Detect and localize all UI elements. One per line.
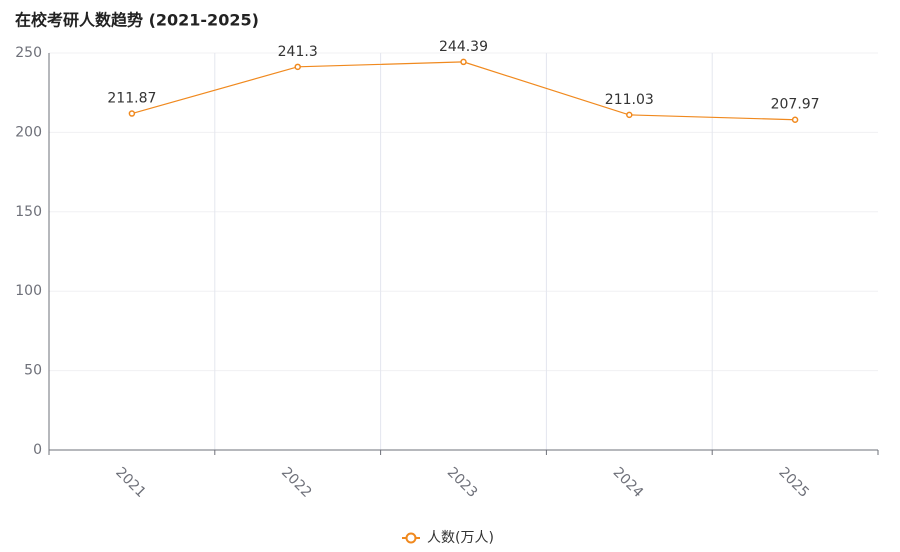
y-tick-label: 0 (33, 442, 42, 458)
chart-title: 在校考研人数趋势 (2021-2025) (15, 11, 259, 30)
data-point (791, 116, 799, 123)
x-tick-label: 2023 (444, 464, 481, 501)
y-tick-label: 200 (15, 124, 42, 140)
data-label: 211.03 (605, 92, 654, 108)
data-label: 241.3 (278, 44, 318, 60)
data-point (460, 58, 467, 66)
x-tick-label: 2024 (610, 464, 647, 501)
series-line (131, 61, 796, 121)
y-tick-label: 250 (15, 45, 42, 61)
y-tick-label: 150 (15, 204, 42, 220)
data-point (294, 63, 301, 71)
data-label: 211.87 (107, 91, 156, 107)
y-tick-label: 50 (24, 363, 42, 379)
y-tick-label: 100 (15, 283, 42, 299)
legend-label: 人数(万人) (427, 530, 494, 546)
x-tick-label: 2022 (278, 464, 315, 501)
x-tick-label: 2021 (112, 464, 149, 501)
data-point (626, 111, 633, 119)
x-tick-label: 2025 (775, 464, 812, 501)
data-label: 244.39 (439, 39, 488, 55)
data-point (128, 110, 136, 117)
legend-marker (405, 532, 417, 544)
data-label: 207.97 (771, 97, 820, 113)
